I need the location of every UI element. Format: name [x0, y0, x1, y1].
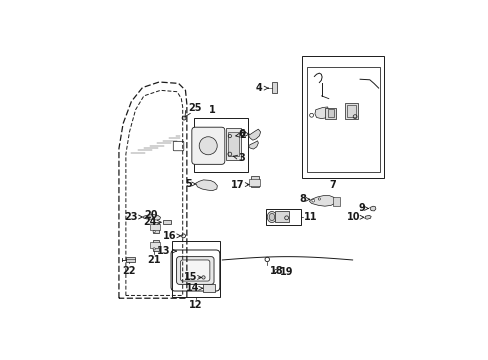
Text: 19: 19 — [279, 267, 292, 278]
Text: 22: 22 — [122, 266, 136, 276]
Ellipse shape — [267, 211, 276, 222]
Text: 4: 4 — [255, 83, 268, 93]
Text: 16: 16 — [163, 231, 180, 241]
Circle shape — [153, 231, 155, 233]
Text: 8: 8 — [299, 194, 309, 204]
Circle shape — [153, 248, 155, 250]
Bar — [327, 109, 334, 117]
Bar — [193, 118, 247, 172]
Text: 13: 13 — [156, 246, 176, 256]
Text: 23: 23 — [124, 212, 142, 222]
Bar — [301, 56, 383, 177]
Circle shape — [318, 198, 320, 200]
Text: 2: 2 — [235, 130, 246, 140]
FancyBboxPatch shape — [191, 127, 224, 164]
Text: 15: 15 — [183, 273, 201, 283]
Polygon shape — [369, 206, 375, 211]
Text: 18: 18 — [269, 266, 283, 276]
Bar — [126, 257, 135, 262]
Text: 24: 24 — [143, 217, 161, 227]
Circle shape — [311, 199, 314, 202]
Bar — [163, 220, 170, 224]
Text: 1: 1 — [209, 105, 216, 115]
Bar — [272, 82, 277, 93]
Bar — [248, 179, 259, 186]
Circle shape — [202, 276, 205, 279]
Text: 20: 20 — [144, 210, 157, 220]
Text: 21: 21 — [147, 255, 160, 265]
Text: 3: 3 — [233, 153, 245, 163]
Text: 6: 6 — [238, 129, 248, 139]
Bar — [150, 225, 160, 230]
Text: 10: 10 — [346, 212, 363, 222]
Text: 14: 14 — [185, 283, 202, 293]
Bar — [332, 197, 340, 206]
Bar — [265, 209, 300, 225]
Text: 25: 25 — [187, 103, 201, 113]
Bar — [150, 242, 160, 248]
Polygon shape — [248, 141, 258, 149]
Ellipse shape — [199, 137, 217, 155]
Bar — [250, 176, 259, 187]
FancyBboxPatch shape — [176, 257, 214, 284]
Polygon shape — [314, 107, 328, 118]
Bar — [153, 240, 159, 251]
FancyBboxPatch shape — [203, 284, 214, 292]
Polygon shape — [143, 215, 160, 220]
Polygon shape — [248, 129, 260, 140]
Text: 12: 12 — [189, 300, 203, 310]
Bar — [171, 242, 220, 297]
Bar — [325, 108, 335, 119]
Bar — [307, 67, 379, 172]
Bar — [227, 132, 238, 156]
Ellipse shape — [268, 213, 274, 221]
Bar — [274, 211, 288, 222]
Polygon shape — [195, 180, 217, 191]
Circle shape — [182, 116, 185, 120]
Bar — [346, 105, 355, 117]
Bar — [344, 103, 357, 119]
Text: 9: 9 — [357, 203, 367, 213]
Bar — [225, 128, 241, 159]
FancyBboxPatch shape — [180, 260, 209, 281]
Polygon shape — [309, 195, 335, 206]
Text: 17: 17 — [230, 180, 248, 190]
Text: 11: 11 — [304, 212, 317, 222]
Bar — [153, 222, 159, 233]
Text: 5: 5 — [185, 179, 195, 189]
Text: 7: 7 — [328, 180, 335, 190]
Polygon shape — [364, 215, 370, 219]
